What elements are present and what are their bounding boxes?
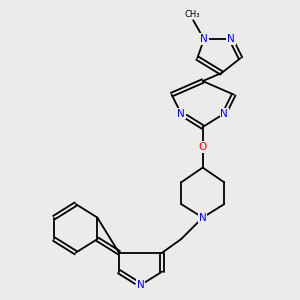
Text: N: N [227,34,235,44]
Text: O: O [199,142,207,152]
Text: N: N [199,213,207,223]
Text: CH₃: CH₃ [184,10,200,19]
Text: N: N [137,280,144,290]
Text: N: N [200,34,208,44]
Text: N: N [220,109,228,118]
Text: N: N [177,109,185,118]
